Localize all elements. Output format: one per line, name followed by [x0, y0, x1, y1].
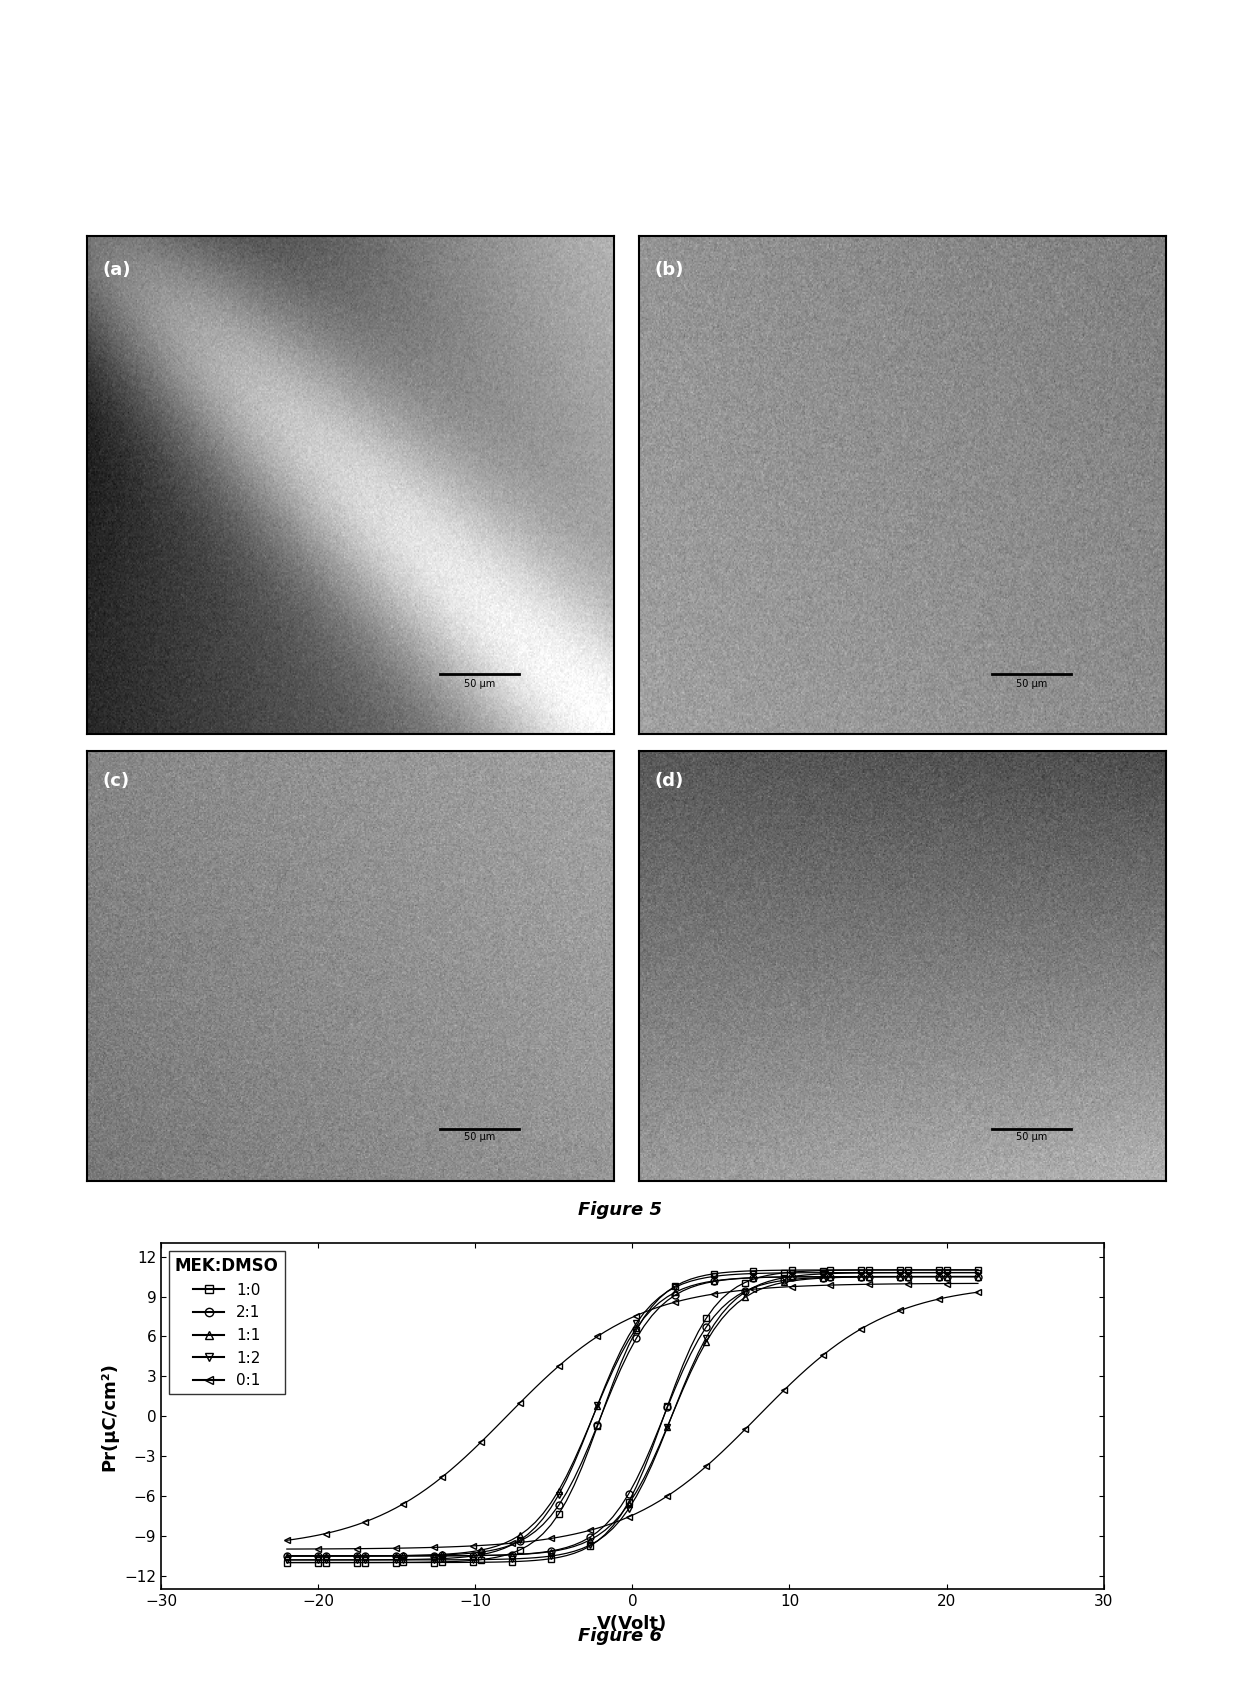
- 1:2: [489, 1549, 503, 1569]
- 1:2: [761, 1272, 776, 1292]
- Text: 50 μm: 50 μm: [464, 680, 495, 688]
- 1:0: [310, 1552, 325, 1572]
- 2:1: [761, 1274, 776, 1294]
- Text: (b): (b): [655, 261, 683, 278]
- Line: 2:1: 2:1: [284, 1274, 981, 1559]
- 2:1: [971, 1267, 986, 1287]
- 1:1: [396, 1545, 410, 1566]
- 0:1: [381, 1539, 396, 1559]
- X-axis label: V(Volt): V(Volt): [598, 1614, 667, 1633]
- 1:0: [381, 1552, 396, 1572]
- 2:1: [489, 1545, 503, 1566]
- Text: 50 μm: 50 μm: [1016, 1132, 1047, 1142]
- 1:1: [971, 1267, 986, 1287]
- 0:1: [310, 1539, 325, 1559]
- Y-axis label: Pr(μC/cm²): Pr(μC/cm²): [100, 1361, 119, 1471]
- 1:0: [761, 1265, 776, 1285]
- Text: (d): (d): [655, 773, 683, 790]
- 1:2: [279, 1550, 294, 1571]
- 1:0: [971, 1260, 986, 1280]
- Line: 1:0: 1:0: [284, 1267, 981, 1566]
- 1:2: [971, 1262, 986, 1282]
- 1:0: [878, 1260, 893, 1280]
- Text: Figure 6: Figure 6: [578, 1628, 662, 1645]
- 1:1: [381, 1545, 396, 1566]
- 2:1: [381, 1545, 396, 1566]
- Text: (c): (c): [103, 773, 130, 790]
- 1:2: [396, 1550, 410, 1571]
- 2:1: [878, 1267, 893, 1287]
- Text: 50 μm: 50 μm: [1016, 680, 1047, 688]
- 2:1: [310, 1545, 325, 1566]
- 1:2: [878, 1262, 893, 1282]
- 1:2: [381, 1550, 396, 1571]
- 0:1: [878, 1307, 893, 1328]
- 0:1: [396, 1539, 410, 1559]
- 2:1: [396, 1545, 410, 1566]
- 1:1: [279, 1545, 294, 1566]
- Legend: 1:0, 2:1, 1:1, 1:2, 0:1: 1:0, 2:1, 1:1, 1:2, 0:1: [169, 1252, 285, 1395]
- 1:1: [878, 1267, 893, 1287]
- 0:1: [279, 1539, 294, 1559]
- 1:1: [489, 1545, 503, 1566]
- 1:0: [489, 1552, 503, 1572]
- Text: 50 μm: 50 μm: [464, 1132, 495, 1142]
- 1:0: [279, 1552, 294, 1572]
- Line: 0:1: 0:1: [284, 1289, 981, 1552]
- 2:1: [279, 1545, 294, 1566]
- Text: (a): (a): [103, 261, 131, 278]
- 0:1: [489, 1533, 503, 1554]
- 0:1: [971, 1282, 986, 1302]
- Text: Figure 5: Figure 5: [578, 1201, 662, 1218]
- 1:1: [761, 1275, 776, 1296]
- Line: 1:1: 1:1: [284, 1274, 981, 1559]
- 1:1: [310, 1545, 325, 1566]
- 0:1: [761, 1395, 776, 1415]
- 1:0: [396, 1552, 410, 1572]
- Line: 1:2: 1:2: [284, 1269, 981, 1564]
- 1:2: [310, 1550, 325, 1571]
